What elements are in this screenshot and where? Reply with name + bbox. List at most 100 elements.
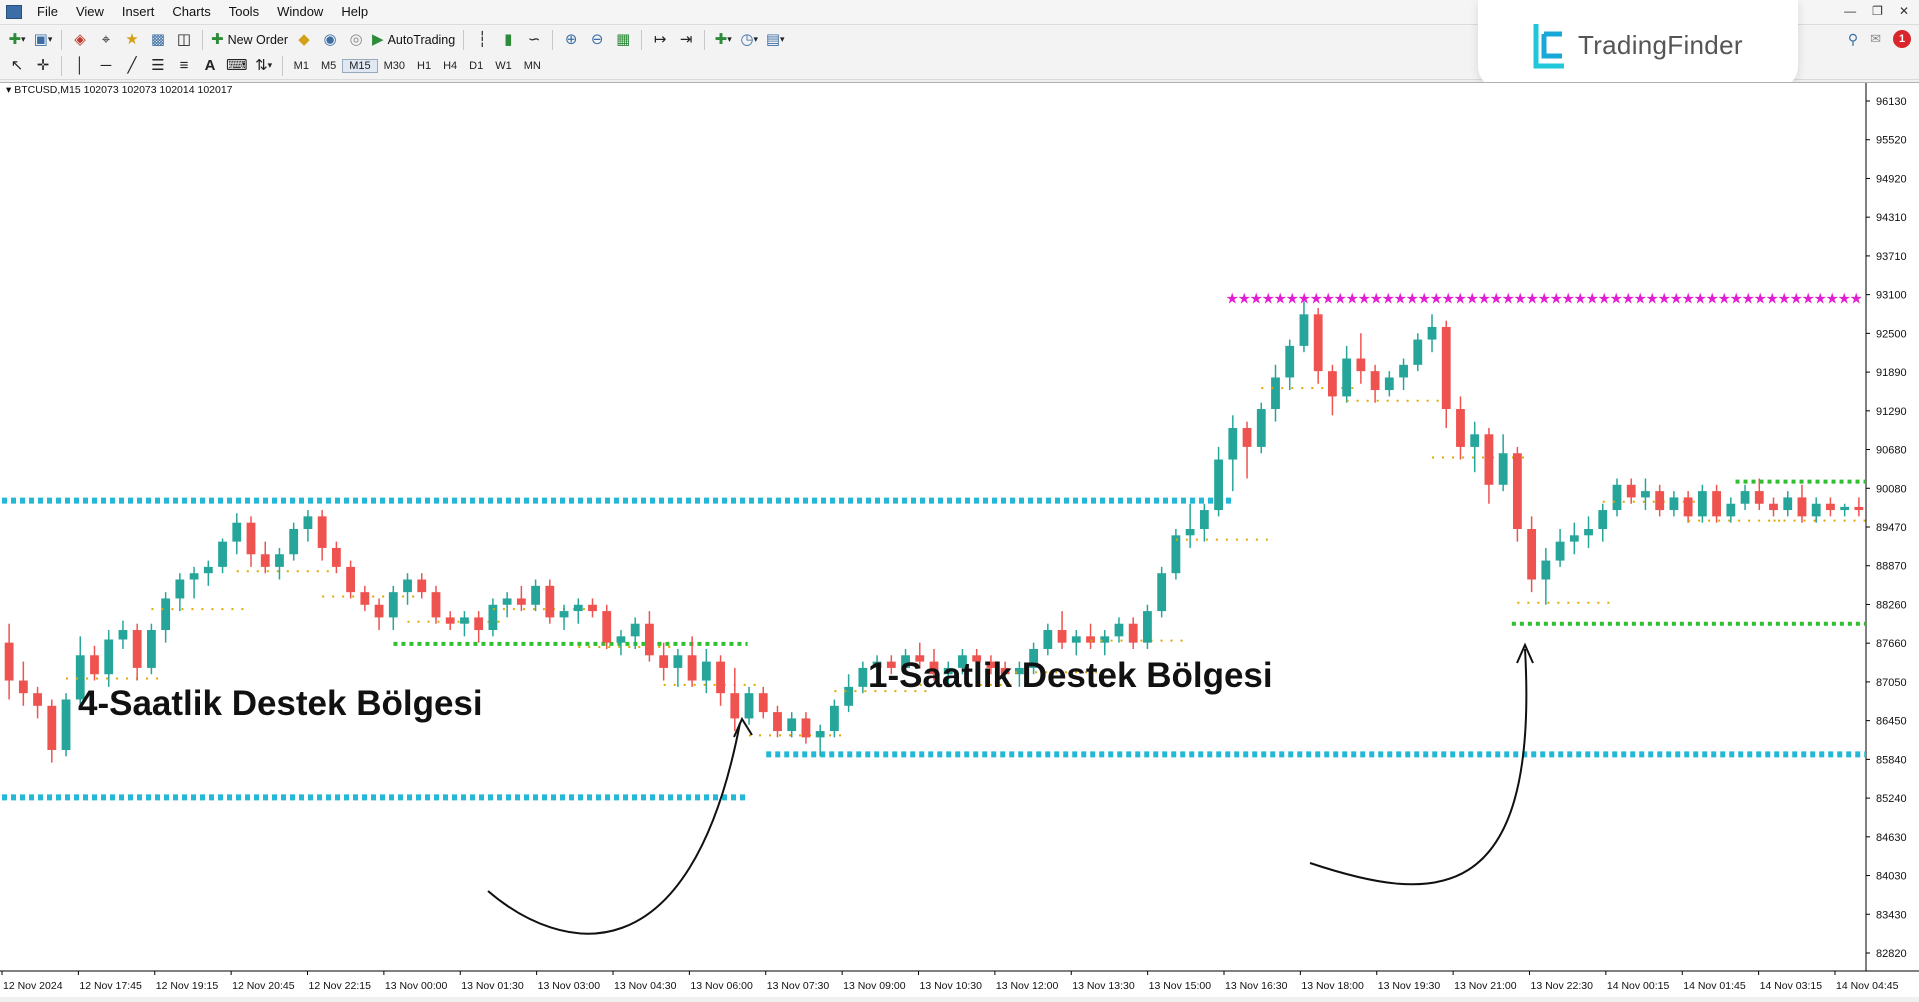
zoom-in-icon[interactable]: ⊕ [564, 31, 578, 48]
price-chart[interactable]: 96130 95520 94920 94310 93710 93100 92500 91890… [0, 83, 1919, 997]
candle [445, 617, 455, 624]
trendline-icon[interactable]: ╱ [127, 57, 137, 74]
resistance-star: ★ [1226, 291, 1239, 308]
candle [744, 693, 754, 719]
price-tick-label: 88870 [1876, 561, 1907, 573]
price-tick-label: 85240 [1876, 793, 1907, 805]
resistance-star: ★ [1346, 291, 1359, 308]
indicators-button[interactable]: ✚ ▾ [714, 31, 732, 48]
resistance-star: ★ [1778, 291, 1791, 308]
profiles-button[interactable]: ▣ ▾ [33, 31, 53, 48]
favorites-icon[interactable]: ★ [125, 31, 139, 48]
zoom-out-icon[interactable]: ⊖ [590, 31, 604, 48]
candle [104, 639, 114, 675]
time-tick-label: 14 Nov 00:15 [1607, 980, 1670, 992]
resistance-star: ★ [1586, 291, 1599, 308]
market-icon[interactable]: ◎ [349, 31, 363, 48]
restore-icon[interactable]: ❐ [1872, 4, 1883, 18]
candlestick-icon[interactable]: ▮ [504, 31, 513, 48]
timeframe-d1[interactable]: D1 [469, 59, 484, 72]
candle [1299, 314, 1309, 346]
menu-help[interactable]: Help [341, 4, 369, 19]
candle [1399, 364, 1408, 378]
menu-file[interactable]: File [37, 4, 58, 19]
candle [872, 661, 882, 668]
candle [1626, 484, 1636, 498]
metaeditor-icon[interactable]: ◆ [298, 31, 310, 48]
close-icon[interactable]: ✕ [1898, 4, 1909, 18]
time-tick-label: 13 Nov 09:00 [843, 980, 906, 992]
candle [1356, 358, 1366, 372]
menu-insert[interactable]: Insert [121, 4, 155, 19]
chart-window[interactable]: 96130 95520 94920 94310 93710 93100 92500 91890… [0, 82, 1919, 997]
market-watch-icon[interactable]: ◈ [74, 31, 86, 48]
search-icon[interactable]: ⚲ [1847, 30, 1859, 47]
time-tick-label: 12 Nov 17:45 [79, 980, 142, 992]
text-icon[interactable]: A [204, 57, 216, 74]
signals-icon[interactable]: ◉ [323, 31, 337, 48]
periods-button[interactable]: ◷ ▾ [740, 31, 759, 48]
auto-trading-button[interactable]: ▶ AutoTrading [372, 31, 456, 48]
text-label-icon[interactable]: ⌨ [226, 57, 248, 74]
time-tick-label: 14 Nov 01:45 [1683, 980, 1746, 992]
candle [1100, 636, 1110, 643]
vertical-line-icon[interactable]: │ [75, 57, 85, 74]
candle [1043, 630, 1053, 649]
strategy-tester-icon[interactable]: ◫ [176, 31, 192, 48]
candle [1071, 636, 1081, 643]
templates-button[interactable]: ▤ ▾ [765, 31, 785, 48]
candle [1228, 427, 1238, 460]
candle [1740, 491, 1750, 504]
chat-icon[interactable]: ✉ [1870, 31, 1881, 46]
crosshair-tool-icon[interactable]: ✛ [36, 57, 50, 74]
candle [1655, 491, 1665, 511]
resistance-star: ★ [1850, 291, 1863, 308]
timeframe-w1[interactable]: W1 [495, 59, 512, 72]
candle [1584, 529, 1593, 536]
tile-windows-icon[interactable]: ▦ [616, 31, 631, 48]
time-tick-label: 13 Nov 07:30 [767, 980, 830, 992]
resistance-star: ★ [1826, 291, 1839, 308]
resistance-star: ★ [1250, 291, 1263, 308]
fibonacci-icon[interactable]: ≡ [179, 57, 189, 74]
arrow-head-left [733, 716, 753, 738]
minimize-icon[interactable]: — [1844, 4, 1857, 18]
resistance-star: ★ [1766, 291, 1779, 308]
chart-shift-icon[interactable]: ⇥ [679, 31, 693, 48]
candle [801, 718, 811, 738]
timeframe-h1[interactable]: H1 [417, 59, 432, 72]
line-chart-icon[interactable]: ∽ [527, 31, 541, 48]
new-order-button[interactable]: ✚ New Order [211, 31, 289, 48]
time-tick-label: 13 Nov 01:30 [461, 980, 524, 992]
horizontal-line-icon[interactable]: ─ [100, 57, 112, 74]
candle [1712, 491, 1722, 517]
timeframe-m5[interactable]: M5 [320, 59, 337, 72]
timeframe-m30[interactable]: M30 [383, 59, 406, 72]
bar-chart-icon[interactable]: ┆ [477, 31, 487, 48]
new-chart-button[interactable]: ✚ ▾ [8, 31, 26, 48]
autoscroll-icon[interactable]: ↦ [653, 31, 667, 48]
notification-badge[interactable]: 1 [1893, 30, 1911, 48]
timeframe-mn[interactable]: MN [523, 59, 541, 72]
menu-window[interactable]: Window [277, 4, 324, 19]
menu-tools[interactable]: Tools [228, 4, 260, 19]
price-tick-label: 90080 [1876, 483, 1907, 495]
shapes-button[interactable]: ⇅ ▾ [255, 57, 273, 74]
menu-charts[interactable]: Charts [172, 4, 211, 19]
candle [915, 655, 925, 662]
resistance-star: ★ [1838, 291, 1851, 308]
cursor-icon[interactable]: ↖ [10, 57, 24, 74]
time-tick-label: 14 Nov 04:45 [1836, 980, 1899, 992]
timeframe-m1[interactable]: M1 [293, 59, 309, 72]
candle [146, 630, 156, 668]
channel-icon[interactable]: ☰ [151, 57, 165, 74]
timeframe-m15[interactable]: M15 [342, 58, 378, 73]
candle [18, 680, 28, 694]
candle [1157, 573, 1167, 612]
terminal-icon[interactable]: ▩ [150, 31, 166, 48]
timeframe-h4[interactable]: H4 [443, 59, 458, 72]
candle [218, 541, 227, 567]
crosshair-icon[interactable]: ⌖ [101, 31, 111, 48]
menu-view[interactable]: View [75, 4, 104, 19]
candle [716, 661, 725, 694]
